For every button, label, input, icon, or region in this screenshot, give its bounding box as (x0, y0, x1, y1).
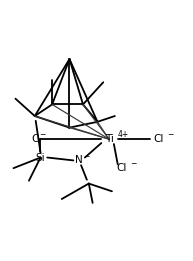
Text: Si: Si (36, 152, 45, 163)
Text: −: − (39, 130, 45, 139)
Text: −: − (130, 159, 136, 168)
Text: Cl: Cl (116, 163, 127, 173)
Text: −: − (167, 130, 173, 139)
Text: N: N (75, 155, 83, 165)
Text: −: − (83, 152, 89, 161)
Text: Cl: Cl (153, 134, 163, 144)
Text: C: C (31, 134, 38, 144)
Text: 4+: 4+ (118, 130, 129, 139)
Text: Ti: Ti (105, 134, 113, 144)
